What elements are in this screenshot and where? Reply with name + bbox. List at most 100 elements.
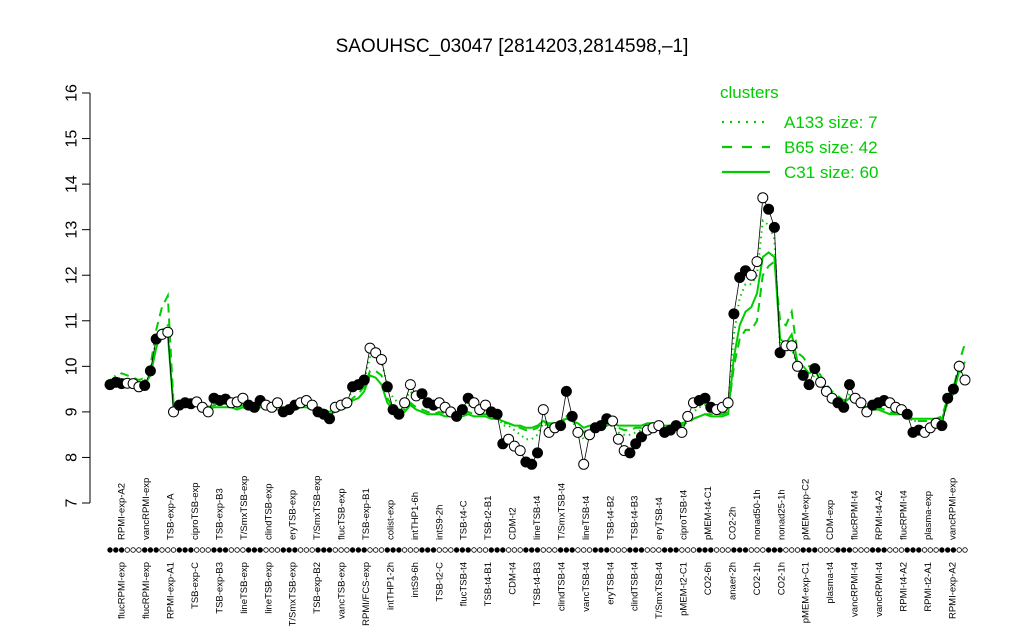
data-point-48 bbox=[381, 381, 393, 393]
legend: clusters A133 size: 7 B65 size: 42 C31 s… bbox=[720, 83, 879, 182]
rug-mark-16 bbox=[199, 547, 206, 553]
rug-mark-99 bbox=[679, 547, 685, 553]
rug-mark-144 bbox=[939, 547, 945, 553]
data-point-10 bbox=[162, 326, 174, 338]
rug-mark-77 bbox=[552, 547, 558, 553]
rug-mark-81 bbox=[575, 547, 581, 553]
data-point-99 bbox=[676, 426, 688, 438]
data-point-69 bbox=[503, 433, 515, 445]
rug-mark-68 bbox=[500, 547, 506, 553]
rug-mark-119 bbox=[794, 547, 801, 553]
data-point-118 bbox=[786, 340, 798, 352]
sample-rug bbox=[107, 547, 968, 553]
rug-mark-73 bbox=[529, 547, 535, 553]
rug-mark-58 bbox=[442, 547, 448, 553]
y-tick-label-7: 14 bbox=[64, 175, 81, 193]
top-label-3: ciproTSB-exp bbox=[190, 482, 201, 540]
top-label-9: flucTSB-exp bbox=[337, 488, 348, 540]
top-label-15: TSB-t2-B1 bbox=[483, 496, 494, 540]
rug-mark-117 bbox=[783, 547, 789, 553]
data-point-128 bbox=[844, 379, 855, 391]
rug-mark-8 bbox=[153, 547, 159, 553]
rug-mark-18 bbox=[211, 547, 217, 553]
rug-mark-29 bbox=[274, 547, 281, 553]
chart-title: SAOUHSC_03047 [2814203,2814598,–1] bbox=[336, 36, 689, 57]
rug-mark-98 bbox=[673, 547, 679, 553]
data-point-51 bbox=[399, 397, 411, 409]
rug-mark-61 bbox=[459, 547, 466, 553]
bottom-label-12: intS9-6h bbox=[410, 562, 421, 597]
rug-mark-76 bbox=[546, 547, 552, 553]
rug-mark-38 bbox=[326, 547, 333, 553]
rug-mark-21 bbox=[228, 547, 234, 553]
data-point-83 bbox=[584, 429, 595, 441]
rug-mark-13 bbox=[182, 547, 188, 553]
rug-mark-15 bbox=[193, 547, 200, 553]
rug-mark-86 bbox=[604, 547, 610, 553]
data-point-113 bbox=[757, 192, 769, 204]
rug-mark-6 bbox=[141, 547, 148, 553]
data-point-74 bbox=[532, 447, 543, 459]
rug-mark-128 bbox=[846, 547, 853, 553]
rug-mark-26 bbox=[257, 547, 263, 553]
rug-mark-133 bbox=[875, 547, 881, 553]
data-point-145 bbox=[942, 392, 954, 404]
data-point-119 bbox=[792, 360, 803, 372]
rug-mark-134 bbox=[881, 547, 887, 553]
rug-mark-60 bbox=[453, 547, 460, 553]
rug-mark-111 bbox=[748, 547, 754, 553]
rug-mark-55 bbox=[425, 547, 431, 553]
rug-mark-122 bbox=[812, 547, 818, 553]
top-label-21: TSB-t4-B3 bbox=[630, 496, 641, 540]
top-label-14: TSB-t4-C bbox=[459, 500, 470, 540]
rug-mark-45 bbox=[367, 547, 373, 553]
bottom-label-32: RPMI-t4-A2 bbox=[898, 562, 909, 612]
rug-mark-91 bbox=[633, 547, 639, 553]
rug-mark-53 bbox=[413, 547, 419, 553]
data-point-7 bbox=[144, 365, 156, 377]
rug-mark-32 bbox=[292, 547, 298, 553]
top-label-5: T/SmxTSB-exp bbox=[239, 476, 250, 540]
bottom-label-8: TSB-exp-B2 bbox=[312, 562, 323, 614]
rug-mark-83 bbox=[586, 547, 593, 553]
rug-mark-100 bbox=[685, 547, 691, 553]
rug-mark-24 bbox=[245, 547, 252, 553]
rug-mark-74 bbox=[534, 547, 541, 553]
data-point-47 bbox=[376, 354, 387, 365]
rug-mark-115 bbox=[771, 547, 778, 553]
rug-mark-106 bbox=[719, 547, 726, 553]
rug-mark-130 bbox=[858, 547, 864, 553]
bottom-label-2: RPMI-exp-A1 bbox=[166, 562, 177, 619]
rug-mark-47 bbox=[378, 547, 385, 553]
top-label-20: TSB-t4-B2 bbox=[605, 496, 616, 540]
data-point-100 bbox=[682, 410, 694, 422]
top-label-32: flucRPMI-t4 bbox=[898, 490, 909, 540]
rug-mark-56 bbox=[430, 547, 437, 553]
data-point-122 bbox=[809, 363, 821, 375]
rug-mark-63 bbox=[471, 547, 477, 553]
legend-label-a133: A133 size: 7 bbox=[784, 113, 878, 132]
rug-mark-147 bbox=[956, 547, 962, 553]
top-label-4: TSB-exp-B3 bbox=[214, 488, 225, 540]
data-point-61 bbox=[456, 404, 468, 416]
rug-mark-102 bbox=[696, 547, 702, 553]
rug-mark-129 bbox=[852, 547, 858, 553]
rug-mark-3 bbox=[124, 547, 130, 553]
bottom-label-10: RPMI/FCS-exp bbox=[361, 562, 372, 626]
rug-mark-10 bbox=[165, 547, 171, 553]
bottom-label-0: flucRPMI-exp bbox=[117, 562, 128, 619]
bottom-label-14: flucTSB-t4 bbox=[459, 562, 470, 606]
data-point-29 bbox=[272, 397, 283, 409]
rug-mark-54 bbox=[419, 547, 425, 553]
data-point-80 bbox=[566, 410, 578, 422]
legend-title: clusters bbox=[720, 83, 779, 102]
rug-mark-138 bbox=[904, 547, 910, 553]
rug-mark-75 bbox=[540, 547, 546, 553]
rug-mark-82 bbox=[581, 547, 587, 553]
y-tick-label-2: 9 bbox=[64, 407, 81, 416]
bottom-label-19: vancTSB-t4 bbox=[581, 562, 592, 612]
rug-mark-89 bbox=[621, 547, 627, 553]
rug-mark-124 bbox=[823, 547, 830, 553]
top-label-28: pMEM-exp-C2 bbox=[801, 479, 812, 540]
rug-mark-141 bbox=[921, 547, 928, 553]
